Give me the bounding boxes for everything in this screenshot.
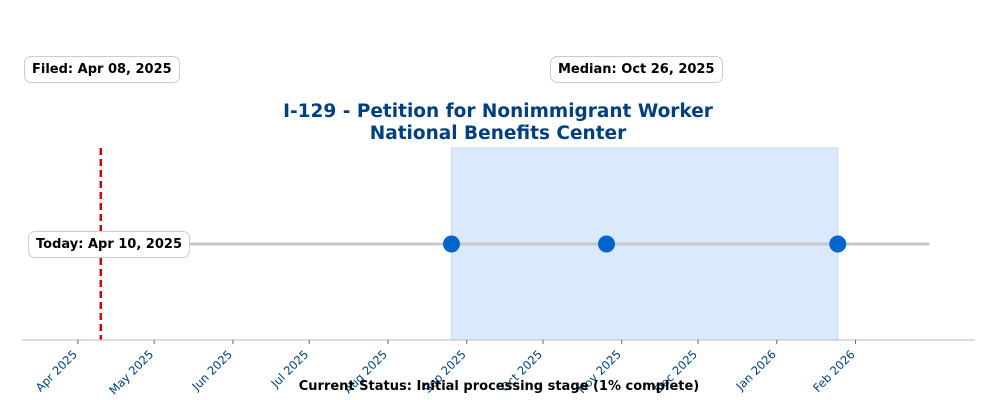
timeline-point (442, 235, 460, 253)
chart-title-line: I-129 - Petition for Nonimmigrant Worker (283, 101, 713, 122)
filed-annotation: Filed: Apr 08, 2025 (24, 56, 180, 83)
timeline-point (598, 235, 616, 253)
today-annotation: Today: Apr 10, 2025 (28, 231, 190, 258)
current-status: Current Status: Initial processing stage… (298, 379, 700, 394)
median-annotation: Median: Oct 26, 2025 (550, 56, 723, 83)
timeline-point (829, 235, 847, 253)
chart-title: I-129 - Petition for Nonimmigrant Worker… (0, 101, 996, 145)
chart-subtitle: National Benefits Center (369, 123, 627, 144)
